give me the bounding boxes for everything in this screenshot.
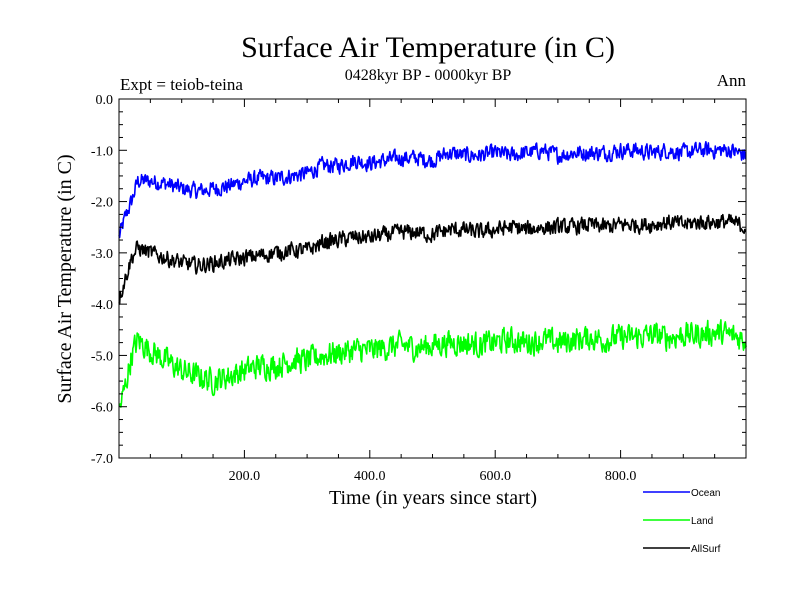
ticks-layer: 0.0 -1.0 -2.0 -3.0 -4.0 -5.0 -6.0 -7.0 200.0 400.… xyxy=(91,93,746,484)
chart-subtitle: 0428kyr BP - 0000kyr BP xyxy=(345,67,512,84)
chart-title: Surface Air Temperature (in C) xyxy=(241,31,615,64)
series-line-ocean xyxy=(118,141,747,239)
series-line-land xyxy=(118,319,747,408)
y-tick-label: -5.0 xyxy=(91,349,113,364)
x-tick-label: 600.0 xyxy=(479,469,511,484)
y-tick-label: -4.0 xyxy=(91,298,113,313)
legend: Ocean Land AllSurf xyxy=(643,488,721,555)
y-tick-label: -6.0 xyxy=(91,401,113,416)
series-line-allsurf xyxy=(118,213,747,305)
series-layer xyxy=(118,141,747,408)
y-tick-label: 0.0 xyxy=(96,93,114,108)
x-tick-label: 800.0 xyxy=(605,469,637,484)
x-tick-label: 200.0 xyxy=(229,469,261,484)
y-tick-label: -7.0 xyxy=(91,452,113,467)
legend-label-ocean: Ocean xyxy=(691,488,720,499)
y-axis-label: Surface Air Temperature (in C) xyxy=(54,154,76,403)
season-label: Ann xyxy=(717,71,747,90)
y-tick-label: -1.0 xyxy=(91,144,113,159)
legend-label-land: Land xyxy=(691,516,713,527)
plot-frame xyxy=(118,98,747,459)
experiment-label: Expt = teiob-teina xyxy=(120,75,243,94)
x-axis-label: Time (in years since start) xyxy=(329,487,537,509)
legend-label-allsurf: AllSurf xyxy=(691,544,721,555)
x-tick-label: 400.0 xyxy=(354,469,386,484)
y-tick-label: -3.0 xyxy=(91,247,113,262)
y-tick-label: -2.0 xyxy=(91,196,113,211)
